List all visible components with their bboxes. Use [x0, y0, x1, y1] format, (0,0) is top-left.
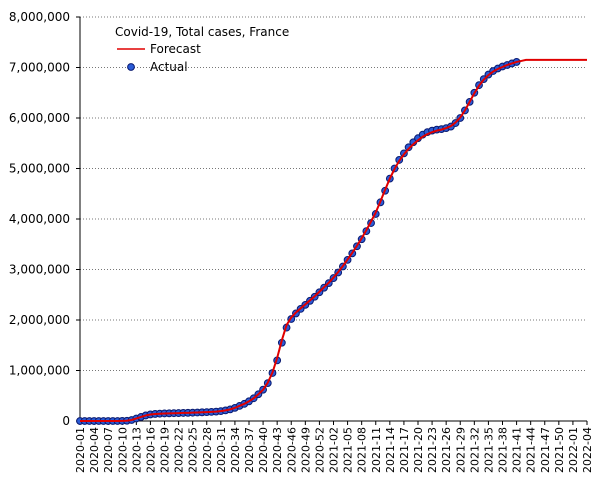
x-tick-label: 2020-16 — [144, 427, 157, 473]
x-tick-label: 2020-46 — [285, 427, 298, 473]
x-tick-label: 2021-41 — [511, 427, 524, 473]
x-tick-label: 2020-13 — [130, 427, 143, 473]
x-tick-label: 2020-10 — [116, 427, 129, 473]
y-tick-label: 6,000,000 — [9, 111, 70, 125]
x-tick-label: 2020-49 — [299, 427, 312, 473]
y-tick-label: 5,000,000 — [9, 162, 70, 176]
x-tick-label: 2021-35 — [482, 427, 495, 473]
x-tick-label: 2020-40 — [257, 427, 270, 473]
x-tick-label: 2021-50 — [553, 427, 566, 473]
y-tick-label: 4,000,000 — [9, 212, 70, 226]
x-tick-label: 2022-04 — [581, 427, 594, 473]
y-tick-label: 7,000,000 — [9, 61, 70, 75]
x-tick-label: 2021-23 — [426, 427, 439, 473]
x-tick-label: 2022-01 — [567, 427, 580, 473]
y-tick-label: 1,000,000 — [9, 364, 70, 378]
x-tick-label: 2020-37 — [243, 427, 256, 473]
legend-label: Forecast — [150, 42, 201, 56]
y-tick-label: 2,000,000 — [9, 313, 70, 327]
y-tick-label: 8,000,000 — [9, 10, 70, 24]
x-tick-label: 2021-29 — [454, 427, 467, 473]
chart-title: Covid-19, Total cases, France — [115, 25, 289, 39]
x-tick-label: 2020-04 — [88, 427, 101, 473]
x-tick-label: 2020-22 — [173, 427, 186, 473]
x-tick-label: 2020-52 — [313, 427, 326, 473]
x-tick-label: 2021-05 — [342, 427, 355, 473]
x-tick-label: 2021-32 — [468, 427, 481, 473]
x-tick-label: 2021-14 — [384, 427, 397, 473]
x-tick-label: 2021-08 — [356, 427, 369, 473]
x-tick-label: 2020-19 — [159, 427, 172, 473]
legend-label: Actual — [150, 60, 188, 74]
x-tick-label: 2020-34 — [229, 427, 242, 473]
actual-point — [404, 143, 413, 152]
x-tick-label: 2020-31 — [215, 427, 228, 473]
y-tick-label: 3,000,000 — [9, 263, 70, 277]
x-tick-label: 2021-20 — [412, 427, 425, 473]
x-tick-label: 2020-43 — [271, 427, 284, 473]
forecast-line — [80, 58, 587, 422]
x-tick-label: 2021-11 — [370, 427, 383, 473]
x-tick-label: 2021-44 — [525, 427, 538, 473]
y-tick-label: 0 — [62, 414, 70, 428]
x-tick-label: 2021-38 — [497, 427, 510, 473]
x-tick-label: 2021-26 — [440, 427, 453, 473]
legend-swatch — [127, 63, 135, 71]
x-tick-label: 2021-47 — [539, 427, 552, 473]
x-tick-label: 2020-28 — [201, 427, 214, 473]
x-tick-label: 2021-17 — [398, 427, 411, 473]
x-tick-label: 2020-07 — [102, 427, 115, 473]
x-tick-label: 2020-01 — [74, 427, 87, 473]
x-tick-label: 2021-02 — [328, 427, 341, 473]
x-tick-label: 2020-25 — [187, 427, 200, 473]
